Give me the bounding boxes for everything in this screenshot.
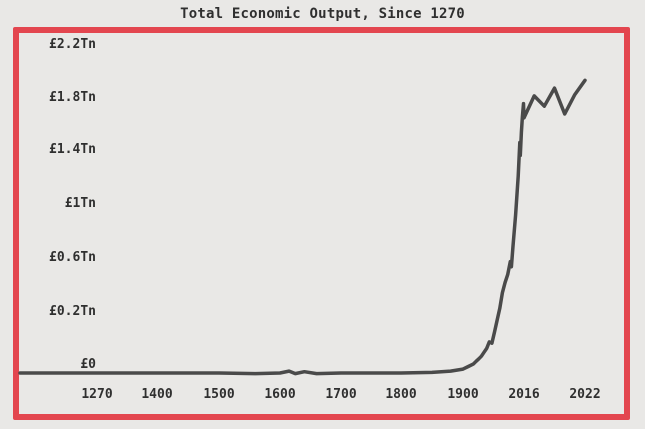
x-tick-label: 1270 bbox=[81, 387, 112, 402]
x-tick-label: 1900 bbox=[447, 387, 478, 402]
x-tick-label: 1700 bbox=[325, 387, 356, 402]
y-tick-label: £1.8Tn bbox=[49, 90, 96, 105]
series-line bbox=[18, 78, 587, 376]
x-tick-label: 1800 bbox=[385, 387, 416, 402]
x-tick-label: 1600 bbox=[264, 387, 295, 402]
y-tick-label: £0.2Tn bbox=[49, 304, 96, 319]
x-tick-label: 1500 bbox=[203, 387, 234, 402]
chart-title: Total Economic Output, Since 1270 bbox=[180, 6, 465, 22]
x-tick-label: 1400 bbox=[141, 387, 172, 402]
x-tick-label: 2022 bbox=[569, 387, 600, 402]
y-tick-label: £1Tn bbox=[65, 196, 96, 211]
y-tick-label: £0.6Tn bbox=[49, 250, 96, 265]
chart-frame bbox=[13, 27, 630, 420]
y-tick-label: £1.4Tn bbox=[49, 142, 96, 157]
y-tick-label: £2.2Tn bbox=[49, 37, 96, 52]
x-tick-label: 2016 bbox=[508, 387, 539, 402]
y-tick-label: £0 bbox=[80, 357, 96, 372]
